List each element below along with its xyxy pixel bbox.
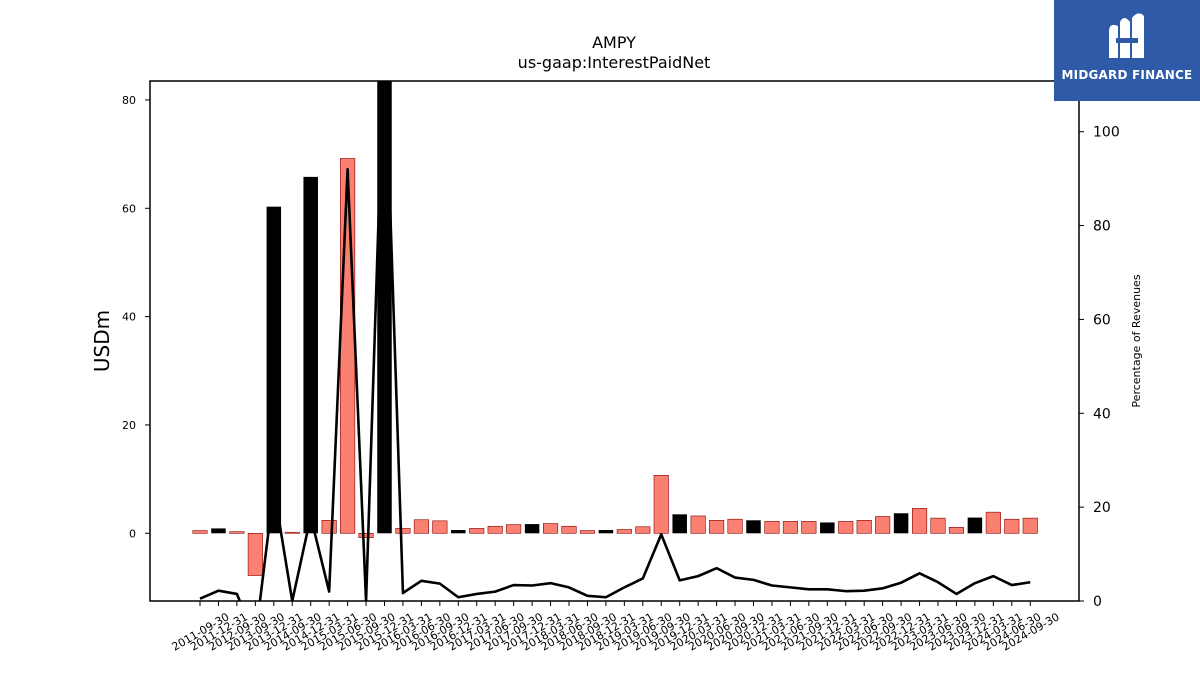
bar — [856, 519, 872, 534]
bar — [377, 81, 392, 534]
plot-area — [192, 81, 1038, 601]
bar — [893, 513, 909, 534]
bar — [395, 528, 411, 534]
bar — [266, 206, 282, 534]
bar — [229, 531, 245, 534]
bar — [948, 527, 965, 534]
bar — [579, 530, 596, 534]
bar — [321, 519, 337, 534]
bar — [247, 532, 263, 576]
bar — [192, 530, 208, 534]
y-axis-label: USDm — [90, 310, 114, 372]
midgard-finance-logo: MIDGARD FINANCE — [1054, 0, 1200, 101]
y2-tick-label: 60 — [1093, 312, 1111, 328]
bar — [358, 532, 374, 538]
logo-mark-icon — [1109, 13, 1144, 58]
bar — [930, 517, 946, 534]
chart-subtitle: us-gaap:InterestPaidNet — [518, 53, 711, 72]
y2-tick-label: 0 — [1093, 594, 1102, 610]
bar — [487, 525, 503, 534]
bar — [838, 521, 854, 534]
y-tick-label: 80 — [122, 94, 136, 107]
bar — [690, 515, 706, 534]
bar — [801, 521, 817, 534]
bar — [672, 514, 687, 534]
y2-axis-label: Percentage of Revenues — [1130, 274, 1143, 407]
bar — [764, 521, 780, 534]
bar — [469, 528, 485, 534]
y-tick-label: 20 — [122, 419, 136, 432]
y2-tick-label: 40 — [1093, 406, 1111, 422]
bar — [653, 475, 669, 534]
bar — [542, 523, 559, 534]
chart-title: AMPY — [592, 33, 636, 52]
bar — [211, 528, 226, 534]
bar — [432, 520, 448, 534]
bar — [911, 508, 928, 534]
bar — [727, 518, 743, 534]
bar — [451, 530, 466, 534]
y-tick-label: 60 — [122, 202, 136, 215]
bar — [1004, 518, 1020, 534]
bar — [1022, 517, 1038, 534]
line-series — [199, 81, 1031, 601]
bar — [616, 529, 632, 534]
plot-frame — [149, 80, 1080, 602]
y2-tick-label: 100 — [1093, 125, 1120, 141]
bar — [598, 530, 614, 534]
bar — [524, 524, 540, 534]
bar — [875, 516, 891, 534]
bar — [506, 524, 522, 534]
bar — [709, 519, 725, 534]
bar — [340, 158, 356, 534]
bar — [635, 526, 651, 534]
bar — [985, 511, 1001, 534]
bar — [303, 176, 318, 534]
bar — [820, 522, 835, 534]
bar — [782, 521, 798, 534]
y-tick-label: 0 — [129, 527, 136, 540]
bar — [561, 525, 577, 534]
y2-tick-label: 80 — [1093, 219, 1111, 235]
bar — [284, 531, 300, 534]
bar — [967, 517, 983, 534]
bar — [746, 520, 761, 534]
y-tick-label: 40 — [122, 311, 136, 324]
bar — [413, 519, 429, 534]
y2-tick-label: 20 — [1093, 500, 1111, 516]
logo-text: MIDGARD FINANCE — [1061, 68, 1193, 82]
